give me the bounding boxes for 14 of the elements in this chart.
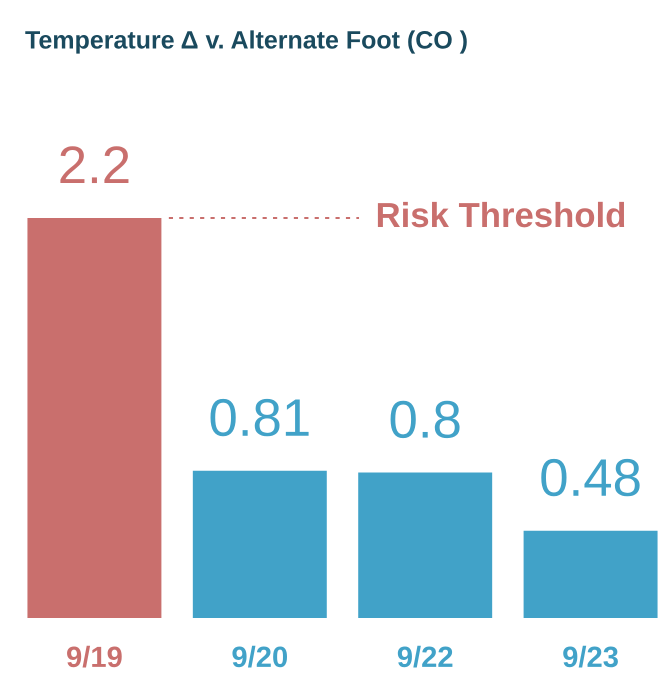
- bar: [524, 530, 658, 618]
- ref-line-label: Risk Threshold: [378, 202, 624, 228]
- bar: [358, 472, 492, 618]
- x-tick-label: 9/19: [67, 646, 122, 668]
- data-label: 0.48: [541, 458, 640, 496]
- bar: [27, 218, 162, 618]
- data-label: 2.2: [60, 146, 128, 184]
- x-tick-label: 9/23: [563, 646, 618, 668]
- x-tick-label: 9/22: [398, 646, 452, 668]
- data-label: 0.8: [390, 400, 460, 438]
- data-label: 0.81: [210, 398, 309, 436]
- bar: [192, 470, 327, 618]
- chart-title: Temperature Δ v. Alternate Foot (CO ): [25, 30, 467, 54]
- x-tick-label: 9/20: [232, 646, 287, 668]
